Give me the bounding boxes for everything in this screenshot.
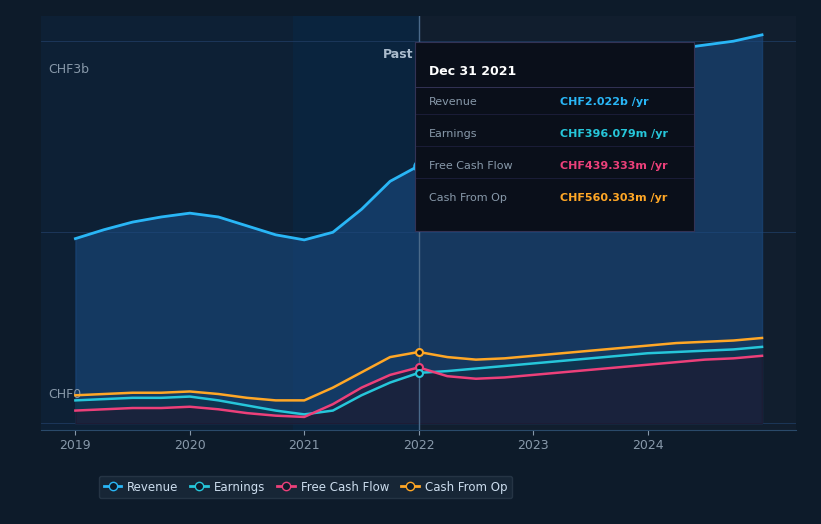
Text: CHF0: CHF0: [48, 388, 82, 401]
Text: CHF3b: CHF3b: [48, 63, 89, 77]
Text: CHF2.022b /yr: CHF2.022b /yr: [560, 96, 649, 106]
Text: CHF396.079m /yr: CHF396.079m /yr: [560, 129, 667, 139]
Text: Cash From Op: Cash From Op: [429, 193, 507, 203]
Text: CHF560.303m /yr: CHF560.303m /yr: [560, 193, 667, 203]
Legend: Revenue, Earnings, Free Cash Flow, Cash From Op: Revenue, Earnings, Free Cash Flow, Cash …: [99, 476, 511, 498]
Text: Earnings: Earnings: [429, 129, 477, 139]
Bar: [293, 16, 419, 430]
Text: Dec 31 2021: Dec 31 2021: [429, 64, 516, 78]
Text: Free Cash Flow: Free Cash Flow: [429, 161, 512, 171]
Text: Past: Past: [383, 48, 413, 61]
Text: Revenue: Revenue: [429, 96, 477, 106]
Text: Analysts Forecasts: Analysts Forecasts: [424, 48, 541, 61]
Text: CHF439.333m /yr: CHF439.333m /yr: [560, 161, 667, 171]
Bar: [419, 16, 796, 430]
